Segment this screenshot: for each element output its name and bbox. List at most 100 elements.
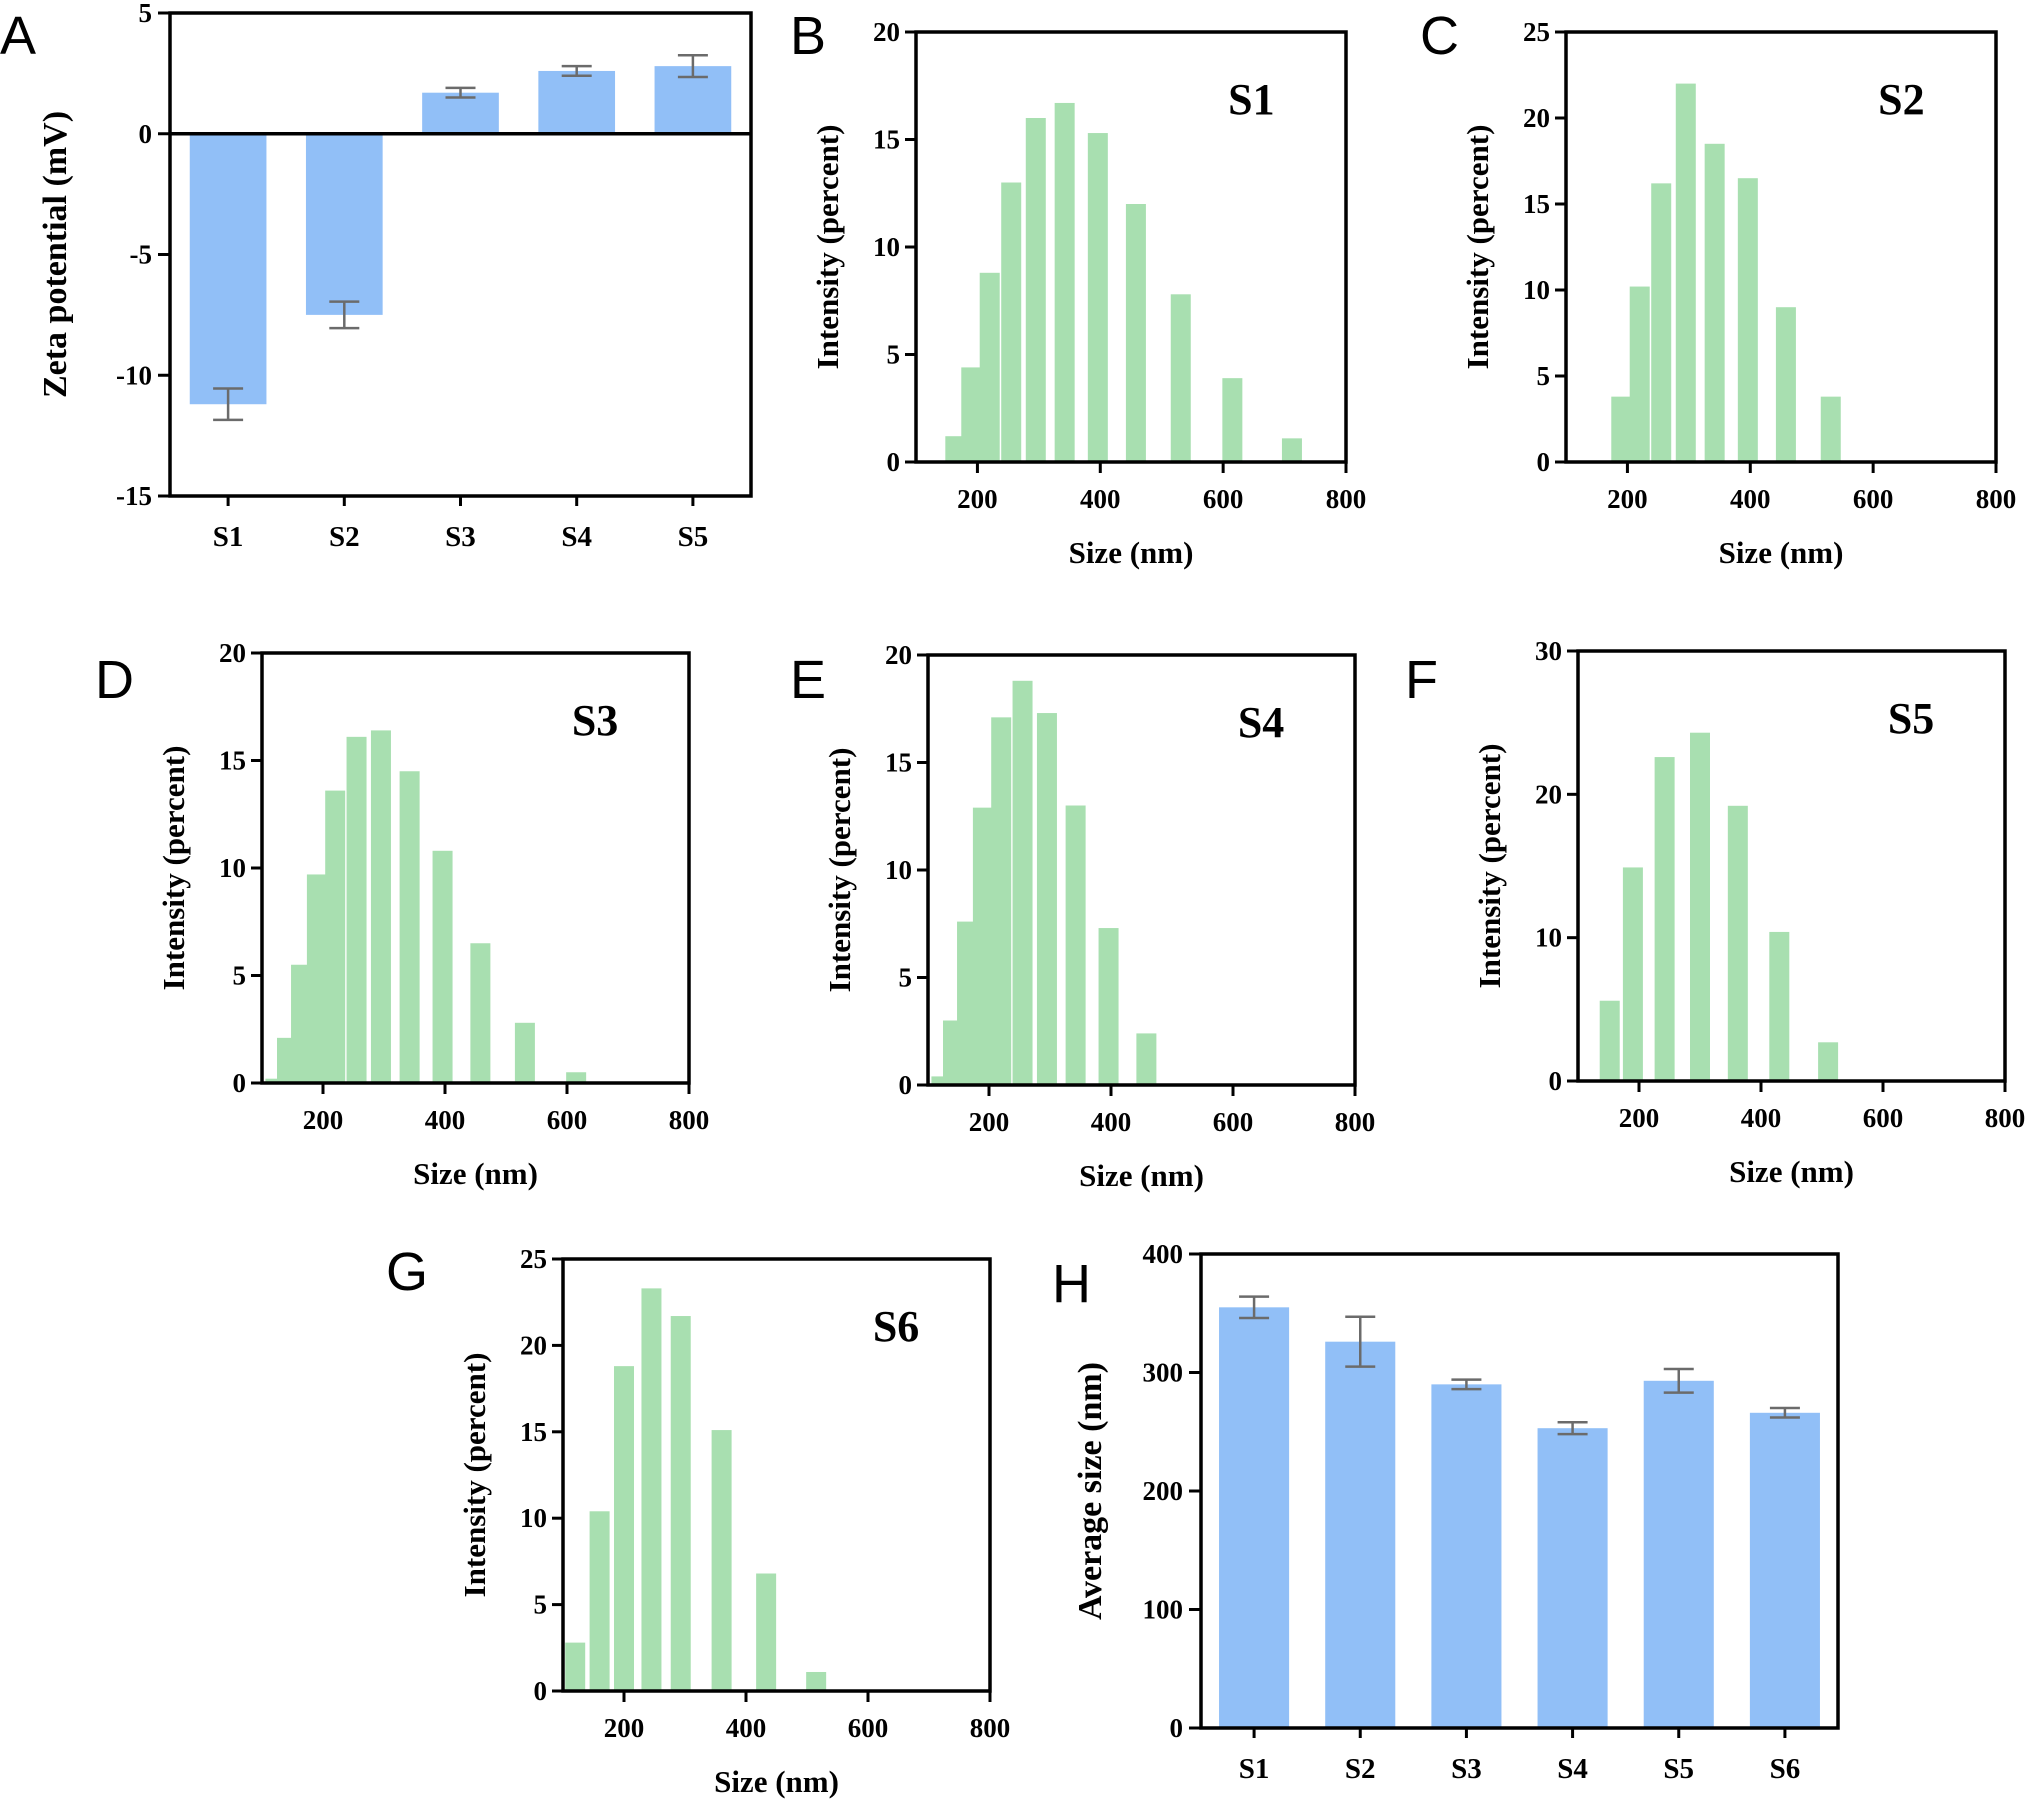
- y-tick-label: 20: [1535, 779, 1562, 809]
- x-tick-label: 600: [547, 1105, 588, 1135]
- bar-s3: [422, 92, 499, 134]
- plot-frame: [561, 1257, 992, 1693]
- x-tick-label: S2: [329, 521, 360, 553]
- panel-e: E 200 400 600 800 0 5 10 15 20 Size (nm) Intensity …: [790, 640, 1375, 1193]
- panel-letter: C: [1420, 6, 1459, 66]
- histogram-bar: [670, 1316, 691, 1691]
- x-tick-label: S5: [678, 521, 709, 553]
- inset-sample-label: S2: [1878, 75, 1924, 124]
- histogram-bar: [1036, 713, 1057, 1085]
- histogram-bar: [1775, 307, 1796, 462]
- histogram-bar: [1675, 83, 1696, 462]
- histogram-bar: [1136, 1033, 1157, 1085]
- y-tick-label: 400: [1143, 1239, 1184, 1269]
- x-axis-title: Size (nm): [1719, 535, 1844, 570]
- y-tick-label: 5: [139, 0, 153, 28]
- x-tick-label: 800: [970, 1713, 1011, 1743]
- y-tick-label: 300: [1143, 1358, 1184, 1388]
- panel-a: A S1 S2 S3 S4 S5 5 0 -5 -10 -15 Zeta potential (mV): [0, 0, 753, 553]
- x-tick-label: S4: [1557, 1753, 1588, 1785]
- x-tick-label: S4: [561, 521, 592, 553]
- histogram-bar: [1125, 204, 1146, 462]
- x-tick-label: 200: [1607, 484, 1648, 514]
- y-tick-label: 20: [873, 17, 900, 47]
- histogram-bar: [1599, 1000, 1620, 1081]
- x-tick-label: 200: [969, 1107, 1010, 1137]
- x-tick-label: S1: [213, 521, 244, 553]
- y-tick-label: -5: [130, 240, 153, 270]
- x-tick-label: 800: [1976, 484, 2017, 514]
- x-tick-label: S6: [1770, 1753, 1801, 1785]
- y-tick-label: 5: [887, 340, 901, 370]
- y-tick-label: -15: [116, 481, 152, 511]
- histogram-bar: [1690, 732, 1710, 1081]
- panel-b: B 200 400 600 800 0 5 10 15 20 Size (nm) Intensity …: [790, 6, 1366, 570]
- histogram-bar: [1012, 680, 1033, 1085]
- inset-sample-label: S4: [1238, 698, 1284, 747]
- bar-s1: [189, 133, 267, 405]
- histogram-bar: [1654, 757, 1675, 1081]
- panel-d: D 200 400 600 800 0 5 10 15 20 Size (nm) Intensity …: [95, 638, 709, 1191]
- histogram-bar: [991, 717, 1012, 1085]
- x-tick-label: 600: [1863, 1103, 1904, 1133]
- y-tick-label: 5: [899, 963, 913, 993]
- x-tick-label: 800: [1335, 1107, 1376, 1137]
- histogram-bar: [945, 436, 966, 462]
- x-tick-label: 600: [1203, 484, 1244, 514]
- histogram-bar: [1054, 102, 1075, 462]
- y-tick-label: 10: [885, 855, 912, 885]
- x-tick-label: 400: [1741, 1103, 1782, 1133]
- histogram-bar: [325, 790, 346, 1083]
- y-tick-label: 10: [873, 232, 900, 262]
- y-tick-label: 10: [1523, 275, 1550, 305]
- y-axis-title: Zeta potential (mV): [37, 111, 74, 398]
- histogram-bar: [1727, 805, 1748, 1081]
- x-tick-label: S3: [1451, 1753, 1482, 1785]
- bar-s5: [1643, 1380, 1714, 1728]
- histogram-bar: [1622, 867, 1643, 1081]
- histogram-bar: [432, 850, 453, 1083]
- histogram-bar: [1222, 378, 1243, 462]
- histogram-bar: [1087, 133, 1108, 463]
- histogram-bar: [961, 367, 982, 462]
- y-tick-label: 5: [233, 961, 247, 991]
- x-tick-label: 200: [604, 1713, 645, 1743]
- panel-letter: B: [790, 6, 826, 66]
- y-tick-label: 0: [534, 1676, 548, 1706]
- histogram-bar: [1818, 1042, 1839, 1081]
- histogram-bar: [756, 1573, 777, 1691]
- bar-s6: [1749, 1412, 1820, 1728]
- bar-s1: [1219, 1307, 1290, 1728]
- histogram-bar: [1065, 805, 1086, 1085]
- y-axis-title: Intensity (percent): [822, 748, 857, 993]
- histogram-bar: [265, 1078, 286, 1083]
- histogram-bar: [1704, 143, 1725, 463]
- y-tick-label: 0: [899, 1070, 913, 1100]
- histogram-bar: [370, 730, 391, 1083]
- bar-s2: [305, 133, 383, 315]
- inset-sample-label: S1: [1228, 75, 1274, 124]
- y-axis-title: Intensity (percent): [156, 746, 191, 991]
- x-axis-title: Size (nm): [714, 1764, 839, 1799]
- x-tick-label: 400: [1730, 484, 1771, 514]
- y-tick-label: 0: [233, 1068, 247, 1098]
- x-tick-label: 400: [425, 1105, 466, 1135]
- panel-letter: G: [386, 1242, 428, 1302]
- x-axis-title: Size (nm): [1729, 1154, 1854, 1189]
- plot-frame: [1576, 649, 2007, 1083]
- x-tick-label: 400: [726, 1713, 767, 1743]
- y-axis-title: Intensity (percent): [810, 125, 845, 370]
- y-tick-label: 20: [219, 638, 246, 668]
- y-tick-label: 25: [1523, 17, 1550, 47]
- y-tick-label: 15: [1523, 189, 1550, 219]
- x-tick-label: 400: [1091, 1107, 1132, 1137]
- histogram-bar: [565, 1642, 586, 1691]
- inset-sample-label: S3: [572, 696, 618, 745]
- inset-sample-label: S5: [1888, 694, 1934, 743]
- y-axis-title: Intensity (percent): [457, 1353, 492, 1598]
- histogram-bar: [514, 1022, 535, 1083]
- panel-g: G 200 400 600 800 0 5 10 15 20 25 Size (nm) Intensit…: [386, 1242, 1010, 1799]
- y-tick-label: 20: [1523, 103, 1550, 133]
- x-tick-label: 800: [669, 1105, 710, 1135]
